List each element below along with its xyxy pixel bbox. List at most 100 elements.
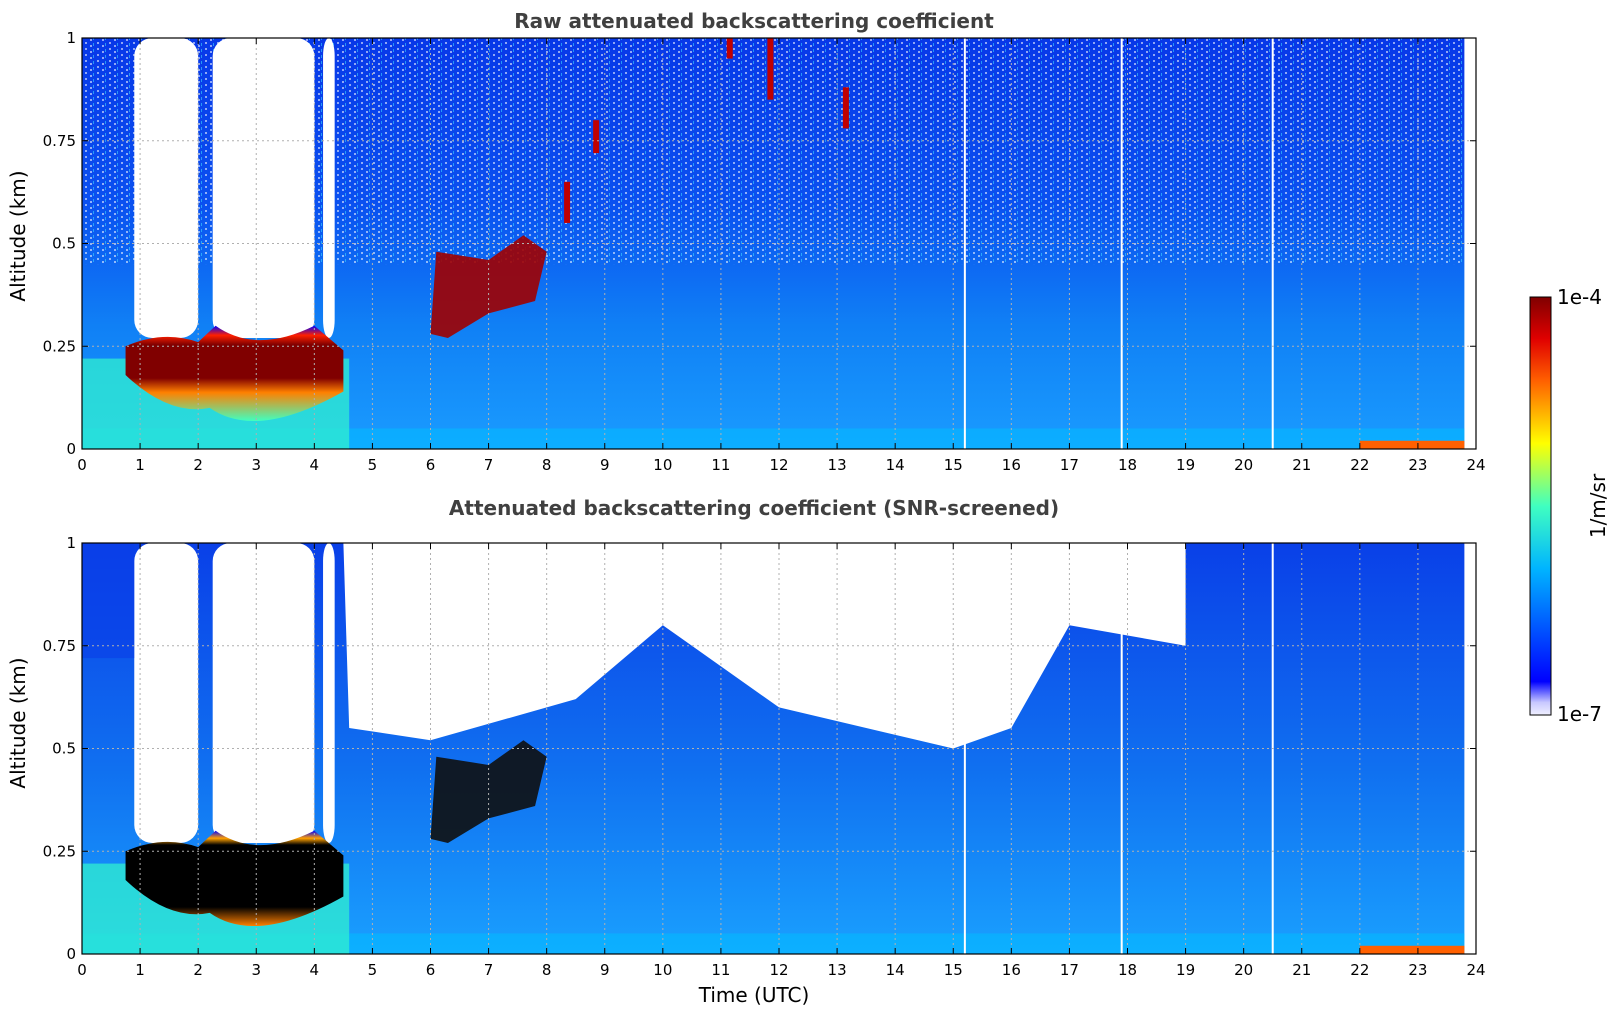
- y-axis-label-screened: Altitude (km): [6, 657, 30, 788]
- x-tick-label: 9: [600, 456, 610, 474]
- x-axis-label: Time (UTC): [698, 983, 810, 1007]
- y-tick-label: 0.5: [52, 235, 76, 253]
- surface-band: [82, 933, 1465, 954]
- x-tick-label: 15: [944, 961, 963, 979]
- panel-title-screened: Attenuated backscattering coefficient (S…: [449, 496, 1059, 520]
- y-tick-label: 0.5: [52, 740, 76, 758]
- elevated-cloud-patch-2: [767, 38, 774, 100]
- attenuated-gap-1: [212, 38, 315, 339]
- rising-cloud-layer: [430, 235, 547, 339]
- x-tick-label: 5: [368, 456, 378, 474]
- x-tick-label: 22: [1350, 456, 1369, 474]
- x-tick-label: 17: [1060, 456, 1079, 474]
- elevated-cloud-patch-4: [726, 38, 733, 59]
- plot-area-raw: [82, 38, 1465, 449]
- x-tick-label: 23: [1408, 456, 1427, 474]
- x-tick-label: 19: [1176, 961, 1195, 979]
- attenuated-gap-2: [323, 543, 335, 844]
- x-tick-label: 15: [944, 456, 963, 474]
- x-tick-label: 0: [77, 961, 87, 979]
- elevated-cloud-patch-0: [564, 181, 571, 223]
- x-tick-label: 10: [653, 456, 672, 474]
- attenuated-gap-0: [134, 543, 199, 844]
- attenuated-gap-2: [323, 38, 335, 339]
- x-tick-label: 21: [1292, 961, 1311, 979]
- early-upper-signal: [82, 543, 135, 659]
- y-tick-label: 1: [66, 29, 76, 47]
- x-tick-label: 16: [1002, 456, 1021, 474]
- x-tick-label: 13: [828, 961, 847, 979]
- near-surface-layer: [1359, 440, 1465, 449]
- x-tick-label: 14: [886, 961, 905, 979]
- colorbar-min-label: 1e-7: [1557, 702, 1602, 726]
- grid-raw: [82, 38, 1476, 449]
- x-tick-label: 19: [1176, 456, 1195, 474]
- x-tick-label: 8: [542, 961, 552, 979]
- x-tick-label: 12: [769, 961, 788, 979]
- x-tick-label: 20: [1234, 456, 1253, 474]
- y-tick-label: 1: [66, 534, 76, 552]
- x-ticks-screened: 0 1 2 3 4 5 6 7 8 9 10 11 12 13 14 15 16 17 18 19 20 21 22 23 24: [77, 543, 1486, 979]
- x-tick-label: 4: [310, 456, 320, 474]
- panel-title-raw: Raw attenuated backscattering coefficien…: [514, 9, 994, 33]
- x-tick-label: 2: [193, 456, 203, 474]
- y-tick-label: 0.75: [43, 637, 76, 655]
- x-ticks-raw: 0 1 2 3 4 5 6 7 8 9 10 11 12 13 14 15 16 17 18 19 20 21 22 23 24: [77, 38, 1486, 474]
- x-tick-label: 1: [135, 456, 145, 474]
- y-ticks-screened: 0 0.25 0.5 0.75 1: [43, 534, 1476, 963]
- colorbar-unit-label: 1/m/sr: [1586, 473, 1610, 538]
- attenuated-gap-1: [212, 543, 315, 844]
- rising-cloud-layer: [430, 740, 547, 844]
- x-tick-label: 3: [251, 961, 261, 979]
- y-tick-label: 0.25: [43, 337, 76, 355]
- x-tick-label: 24: [1466, 456, 1485, 474]
- x-tick-label: 6: [426, 456, 436, 474]
- x-tick-label: 24: [1466, 961, 1485, 979]
- x-tick-label: 18: [1118, 456, 1137, 474]
- x-tick-label: 13: [828, 456, 847, 474]
- low-cloud-layer: [125, 325, 344, 422]
- x-tick-label: 12: [769, 456, 788, 474]
- elevated-cloud-patch-1: [593, 120, 600, 154]
- x-tick-label: 20: [1234, 961, 1253, 979]
- panel-raw: Raw attenuated backscattering coefficien…: [6, 9, 1486, 474]
- low-cloud-layer: [125, 830, 344, 927]
- x-tick-label: 18: [1118, 961, 1137, 979]
- attenuated-gap-0: [134, 38, 199, 339]
- x-tick-label: 1: [135, 961, 145, 979]
- colorbar-max-label: 1e-4: [1557, 285, 1602, 309]
- x-tick-label: 4: [310, 961, 320, 979]
- grid-screened: [82, 543, 1476, 954]
- x-tick-label: 16: [1002, 961, 1021, 979]
- colorbar: 1e-4 1e-7 1/m/sr: [1529, 285, 1610, 726]
- x-tick-label: 2: [193, 961, 203, 979]
- x-tick-label: 22: [1350, 961, 1369, 979]
- x-tick-label: 11: [711, 456, 730, 474]
- colorbar-gradient: [1529, 296, 1552, 716]
- y-ticks-raw: 0 0.25 0.5 0.75 1: [43, 29, 1476, 458]
- x-tick-label: 11: [711, 961, 730, 979]
- x-tick-label: 7: [484, 961, 494, 979]
- x-tick-label: 23: [1408, 961, 1427, 979]
- x-tick-label: 8: [542, 456, 552, 474]
- x-tick-label: 21: [1292, 456, 1311, 474]
- y-tick-label: 0.25: [43, 842, 76, 860]
- x-tick-label: 17: [1060, 961, 1079, 979]
- surface-band: [82, 428, 1465, 449]
- x-tick-label: 6: [426, 961, 436, 979]
- x-tick-label: 7: [484, 456, 494, 474]
- x-tick-label: 0: [77, 456, 87, 474]
- screened-region: [343, 543, 1186, 749]
- x-tick-label: 14: [886, 456, 905, 474]
- elevated-cloud-patch-3: [842, 87, 849, 129]
- near-surface-layer: [1359, 945, 1465, 954]
- y-tick-label: 0.75: [43, 132, 76, 150]
- x-tick-label: 5: [368, 961, 378, 979]
- panel-screened: Attenuated backscattering coefficient (S…: [6, 496, 1486, 1007]
- y-tick-label: 0: [66, 945, 76, 963]
- y-axis-label-raw: Altitude (km): [6, 170, 30, 301]
- x-tick-label: 3: [251, 456, 261, 474]
- x-tick-label: 9: [600, 961, 610, 979]
- x-tick-label: 10: [653, 961, 672, 979]
